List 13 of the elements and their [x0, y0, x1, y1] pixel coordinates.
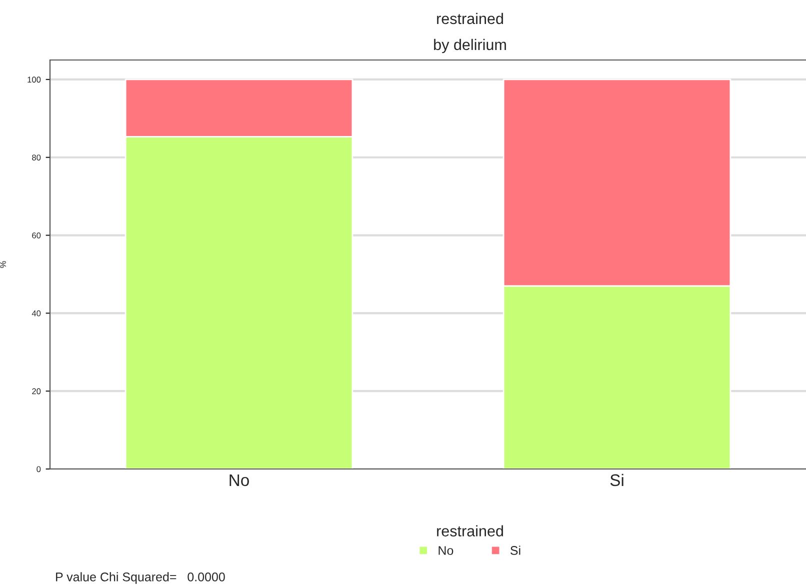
y-tick-label: 40 [32, 310, 41, 316]
y-tick-label: 80 [32, 154, 41, 160]
y-tick-label: 0 [36, 466, 41, 472]
legend-title: restrained [437, 525, 503, 536]
legend-label: Si [510, 546, 520, 555]
chart-subtitle: by delirium [434, 38, 506, 54]
text: P value Chi Squared= 0.0000 [56, 572, 225, 584]
chart-title: restrained [437, 12, 503, 24]
legend-label: No [438, 546, 454, 555]
y-tick-label: 100 [28, 76, 41, 83]
y-tick-label: 60 [32, 232, 41, 238]
y-tick-label: 20 [32, 388, 41, 394]
y-axis-title: % [0, 261, 6, 268]
